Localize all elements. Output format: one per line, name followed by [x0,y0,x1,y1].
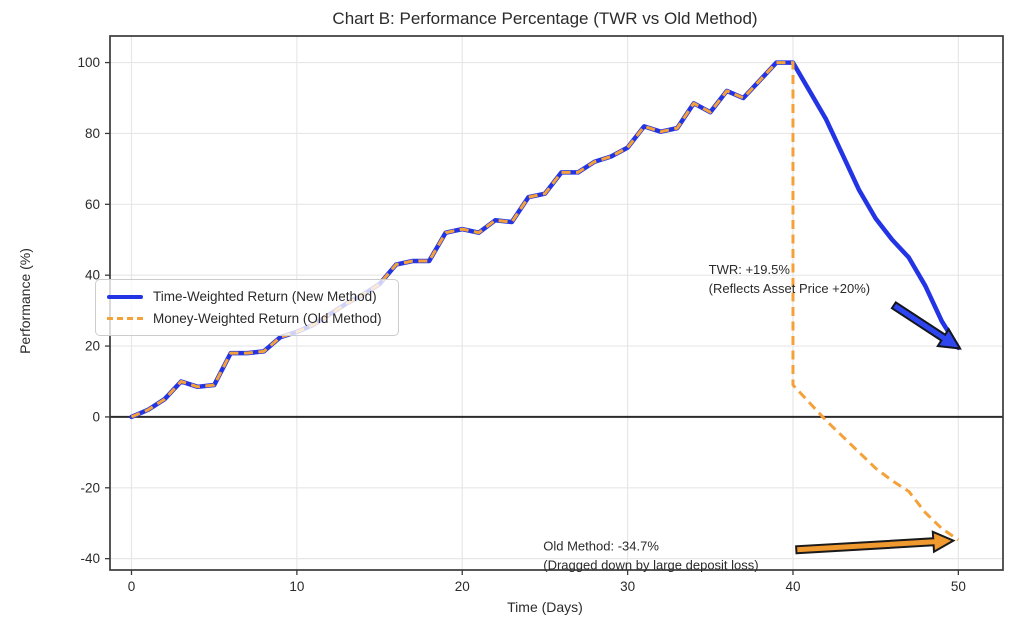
x-axis-label: Time (Days) [507,599,583,615]
legend-dashed-line-icon [107,317,143,320]
y-tick-label: 40 [85,268,100,283]
x-tick-label: 0 [128,579,136,594]
series-line-1 [130,61,960,542]
series-line-0 [129,60,961,420]
x-tick-label: 20 [455,579,470,594]
legend-item-twr: Time-Weighted Return (New Method) [107,289,382,304]
annotation-arrow [890,301,962,350]
annotation-arrow [795,530,956,555]
y-tick-label: 100 [77,55,100,70]
y-tick-label: 60 [85,197,100,212]
y-tick-label: -40 [80,551,100,566]
twr-annotation: TWR: +19.5% (Reflects Asset Price +20%) [709,262,870,296]
annotations: TWR: +19.5% (Reflects Asset Price +20%) Ol… [543,262,962,573]
axes: 0 10 20 30 40 50 -40 -20 0 20 40 60 80 100 [77,35,1004,594]
x-tick-label: 40 [785,579,800,594]
chart-title: Chart B: Performance Percentage (TWR vs … [332,9,757,28]
y-tick-label: -20 [80,480,100,495]
x-tick-label: 30 [620,579,635,594]
old-method-annotation: Old Method: -34.7% (Dragged down by large… [543,539,758,573]
x-tick-label: 10 [289,579,304,594]
legend-label-mwr: Money-Weighted Return (Old Method) [153,311,382,326]
y-tick-label: 0 [92,409,100,424]
y-tick-label: 20 [85,339,100,354]
x-tick-label: 50 [951,579,966,594]
data-series [129,60,961,542]
legend-item-mwr: Money-Weighted Return (Old Method) [107,311,382,326]
y-tick-label: 80 [85,126,100,141]
legend: Time-Weighted Return (New Method) Money-… [95,279,399,336]
gridlines [110,36,1003,570]
y-axis-label: Performance (%) [17,248,33,354]
legend-solid-line-icon [107,294,143,299]
legend-label-twr: Time-Weighted Return (New Method) [153,289,377,304]
